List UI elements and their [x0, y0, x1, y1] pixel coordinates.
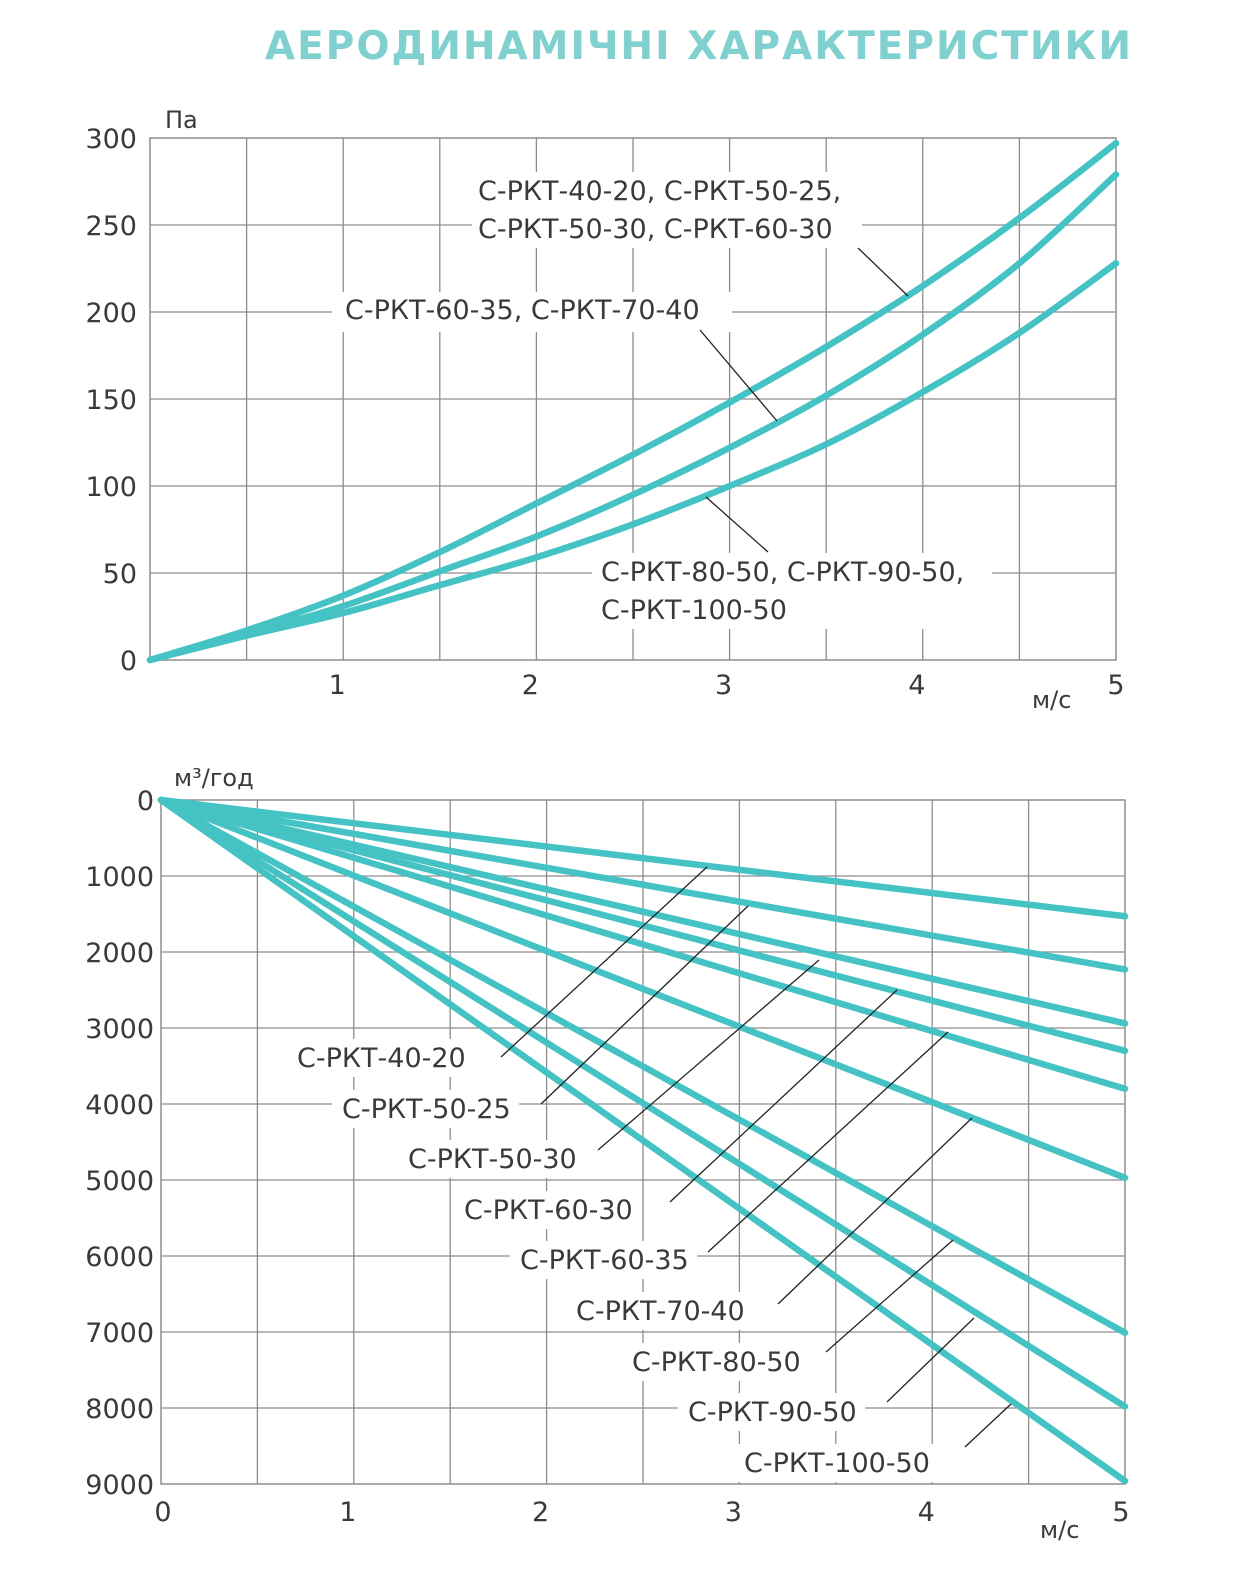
y-tick-label: 7000 [85, 1318, 154, 1349]
pressure-chart: 0 50 100 150 200 250 300 1 2 3 4 5 Па м/с С-РКТ-40-20,… [85, 106, 1124, 714]
x-tick-label: 0 [154, 1497, 171, 1528]
series-label-background [287, 1039, 475, 1077]
series-label-background [592, 553, 992, 629]
y-tick-label: 9000 [85, 1470, 154, 1501]
series-line [157, 796, 1129, 973]
series-label: С-РКТ-60-35 [520, 1245, 689, 1276]
x-tick-label: 4 [918, 1497, 935, 1528]
series-leader-line [857, 247, 909, 297]
series-leader-line [540, 905, 749, 1105]
y-tick-label: 100 [85, 472, 137, 503]
series-label-background [472, 172, 862, 248]
y-axis-unit: м³/год [174, 764, 254, 792]
series-leader-line [597, 959, 820, 1151]
x-axis-unit: м/с [1040, 1516, 1079, 1544]
series-line [157, 796, 1129, 1410]
y-tick-label: 4000 [85, 1090, 154, 1121]
y-tick-label: 250 [85, 211, 137, 242]
series-label: С-РКТ-80-50 [632, 1347, 801, 1378]
y-tick-label: 1000 [85, 862, 154, 893]
series-label: С-РКТ-50-25 [342, 1094, 511, 1125]
page-title: АЕРОДИНАМІЧНІ ХАРАКТЕРИСТИКИ [264, 24, 1133, 69]
series-label-background [734, 1444, 937, 1482]
series-label: С-РКТ-100-50 [744, 1448, 930, 1479]
y-tick-label: 5000 [85, 1166, 154, 1197]
y-tick-label: 0 [120, 646, 137, 677]
x-axis-unit: м/с [1032, 686, 1071, 714]
series-line [157, 796, 1129, 1027]
x-tick-label: 1 [329, 670, 346, 701]
series-label-background [332, 1090, 520, 1128]
series-leader-line [669, 989, 898, 1203]
series-label: С-РКТ-40-20 [297, 1043, 466, 1074]
series-label: С-РКТ-60-30 [464, 1195, 633, 1226]
x-tick-label: 2 [522, 670, 539, 701]
series-leader-line [886, 1317, 975, 1403]
series-leader-line [777, 1117, 973, 1305]
y-tick-label: 2000 [85, 938, 154, 969]
y-tick-label: 50 [103, 559, 137, 590]
y-tick-label: 3000 [85, 1014, 154, 1045]
y-tick-label: 300 [85, 124, 137, 155]
series-label: С-РКТ-40-20, С-РКТ-50-25, [478, 176, 841, 207]
series-line [157, 796, 1129, 1337]
y-axis-unit: Па [165, 106, 198, 134]
y-tick-label: 0 [137, 786, 154, 817]
series-leader-line [964, 1403, 1012, 1448]
series-label: С-РКТ-50-30 [408, 1144, 577, 1175]
series-leader-line [707, 1031, 949, 1253]
x-tick-label: 3 [725, 1497, 742, 1528]
series-line [146, 139, 1120, 664]
series-label-background [678, 1393, 866, 1431]
x-tick-label: 5 [1112, 1497, 1129, 1528]
series-label-background [454, 1191, 642, 1229]
x-tick-label: 2 [532, 1497, 549, 1528]
y-tick-label: 8000 [85, 1394, 154, 1425]
plot-frame [160, 799, 1126, 1485]
series-label: С-РКТ-60-35, С-РКТ-70-40 [345, 295, 700, 326]
series-label: С-РКТ-100-50 [601, 595, 787, 626]
series-label-background [332, 292, 732, 332]
x-tick-label: 1 [339, 1497, 356, 1528]
series-label: С-РКТ-50-30, С-РКТ-60-30 [478, 214, 833, 245]
series-label: С-РКТ-70-40 [576, 1296, 745, 1327]
series-label: С-РКТ-80-50, С-РКТ-90-50, [601, 557, 964, 588]
x-tick-label: 4 [908, 670, 925, 701]
series-line [157, 796, 1129, 1093]
series-label: С-РКТ-90-50 [688, 1397, 857, 1428]
y-tick-label: 200 [85, 298, 137, 329]
x-tick-label: 5 [1107, 670, 1124, 701]
series-line [157, 796, 1129, 1485]
series-leader-line [500, 866, 708, 1058]
series-label-background [566, 1292, 754, 1330]
series-line [157, 796, 1129, 1181]
series-leader-line [699, 329, 778, 422]
y-tick-label: 150 [85, 385, 137, 416]
series-label-background [398, 1140, 586, 1178]
plot-frame [149, 137, 1117, 661]
y-tick-label: 6000 [85, 1242, 154, 1273]
series-label-background [510, 1241, 698, 1279]
series-line [146, 171, 1120, 664]
series-line [157, 796, 1129, 920]
series-label-background [622, 1343, 810, 1381]
x-tick-label: 3 [715, 670, 732, 701]
series-leader-line [825, 1239, 954, 1353]
series-line [146, 260, 1120, 664]
series-leader-line [705, 496, 769, 553]
